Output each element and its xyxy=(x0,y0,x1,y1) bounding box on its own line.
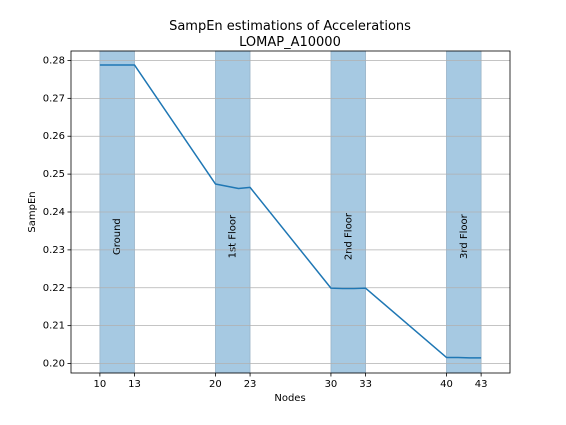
y-tick-label-5: 0.25 xyxy=(43,169,65,180)
y-tick-label-6: 0.26 xyxy=(43,131,65,142)
y-tick-label-2: 0.22 xyxy=(43,283,65,294)
y-tick-label-4: 0.24 xyxy=(43,207,65,218)
y-tick-label-3: 0.23 xyxy=(43,245,65,256)
x-tick-label-7: 43 xyxy=(475,379,488,390)
series-line-0 xyxy=(99,64,482,359)
x-tick-label-4: 30 xyxy=(325,379,338,390)
floor-band-label-2: 2nd Floor xyxy=(343,212,354,260)
chart-title-line2: LOMAP_A10000 xyxy=(239,35,341,50)
y-tick-label-7: 0.27 xyxy=(43,93,65,104)
floor-band-label-3: 3rd Floor xyxy=(459,213,470,259)
x-tick-label-6: 40 xyxy=(440,379,453,390)
x-tick-label-5: 33 xyxy=(359,379,372,390)
floor-band-label-1: 1st Floor xyxy=(228,214,239,258)
floor-band-label-0: Ground xyxy=(112,218,123,255)
y-tick-label-8: 0.28 xyxy=(43,55,65,66)
chart-title-line1: SampEn estimations of Accelerations xyxy=(169,19,411,34)
x-tick-label-1: 13 xyxy=(128,379,141,390)
x-tick-label-2: 20 xyxy=(209,379,222,390)
y-tick-label-1: 0.21 xyxy=(43,321,65,332)
x-axis-label: Nodes xyxy=(274,393,305,404)
x-tick-label-0: 10 xyxy=(94,379,107,390)
y-tick-label-0: 0.20 xyxy=(43,359,65,370)
y-axis-label: SampEn xyxy=(27,191,38,232)
x-tick-label-3: 23 xyxy=(244,379,257,390)
